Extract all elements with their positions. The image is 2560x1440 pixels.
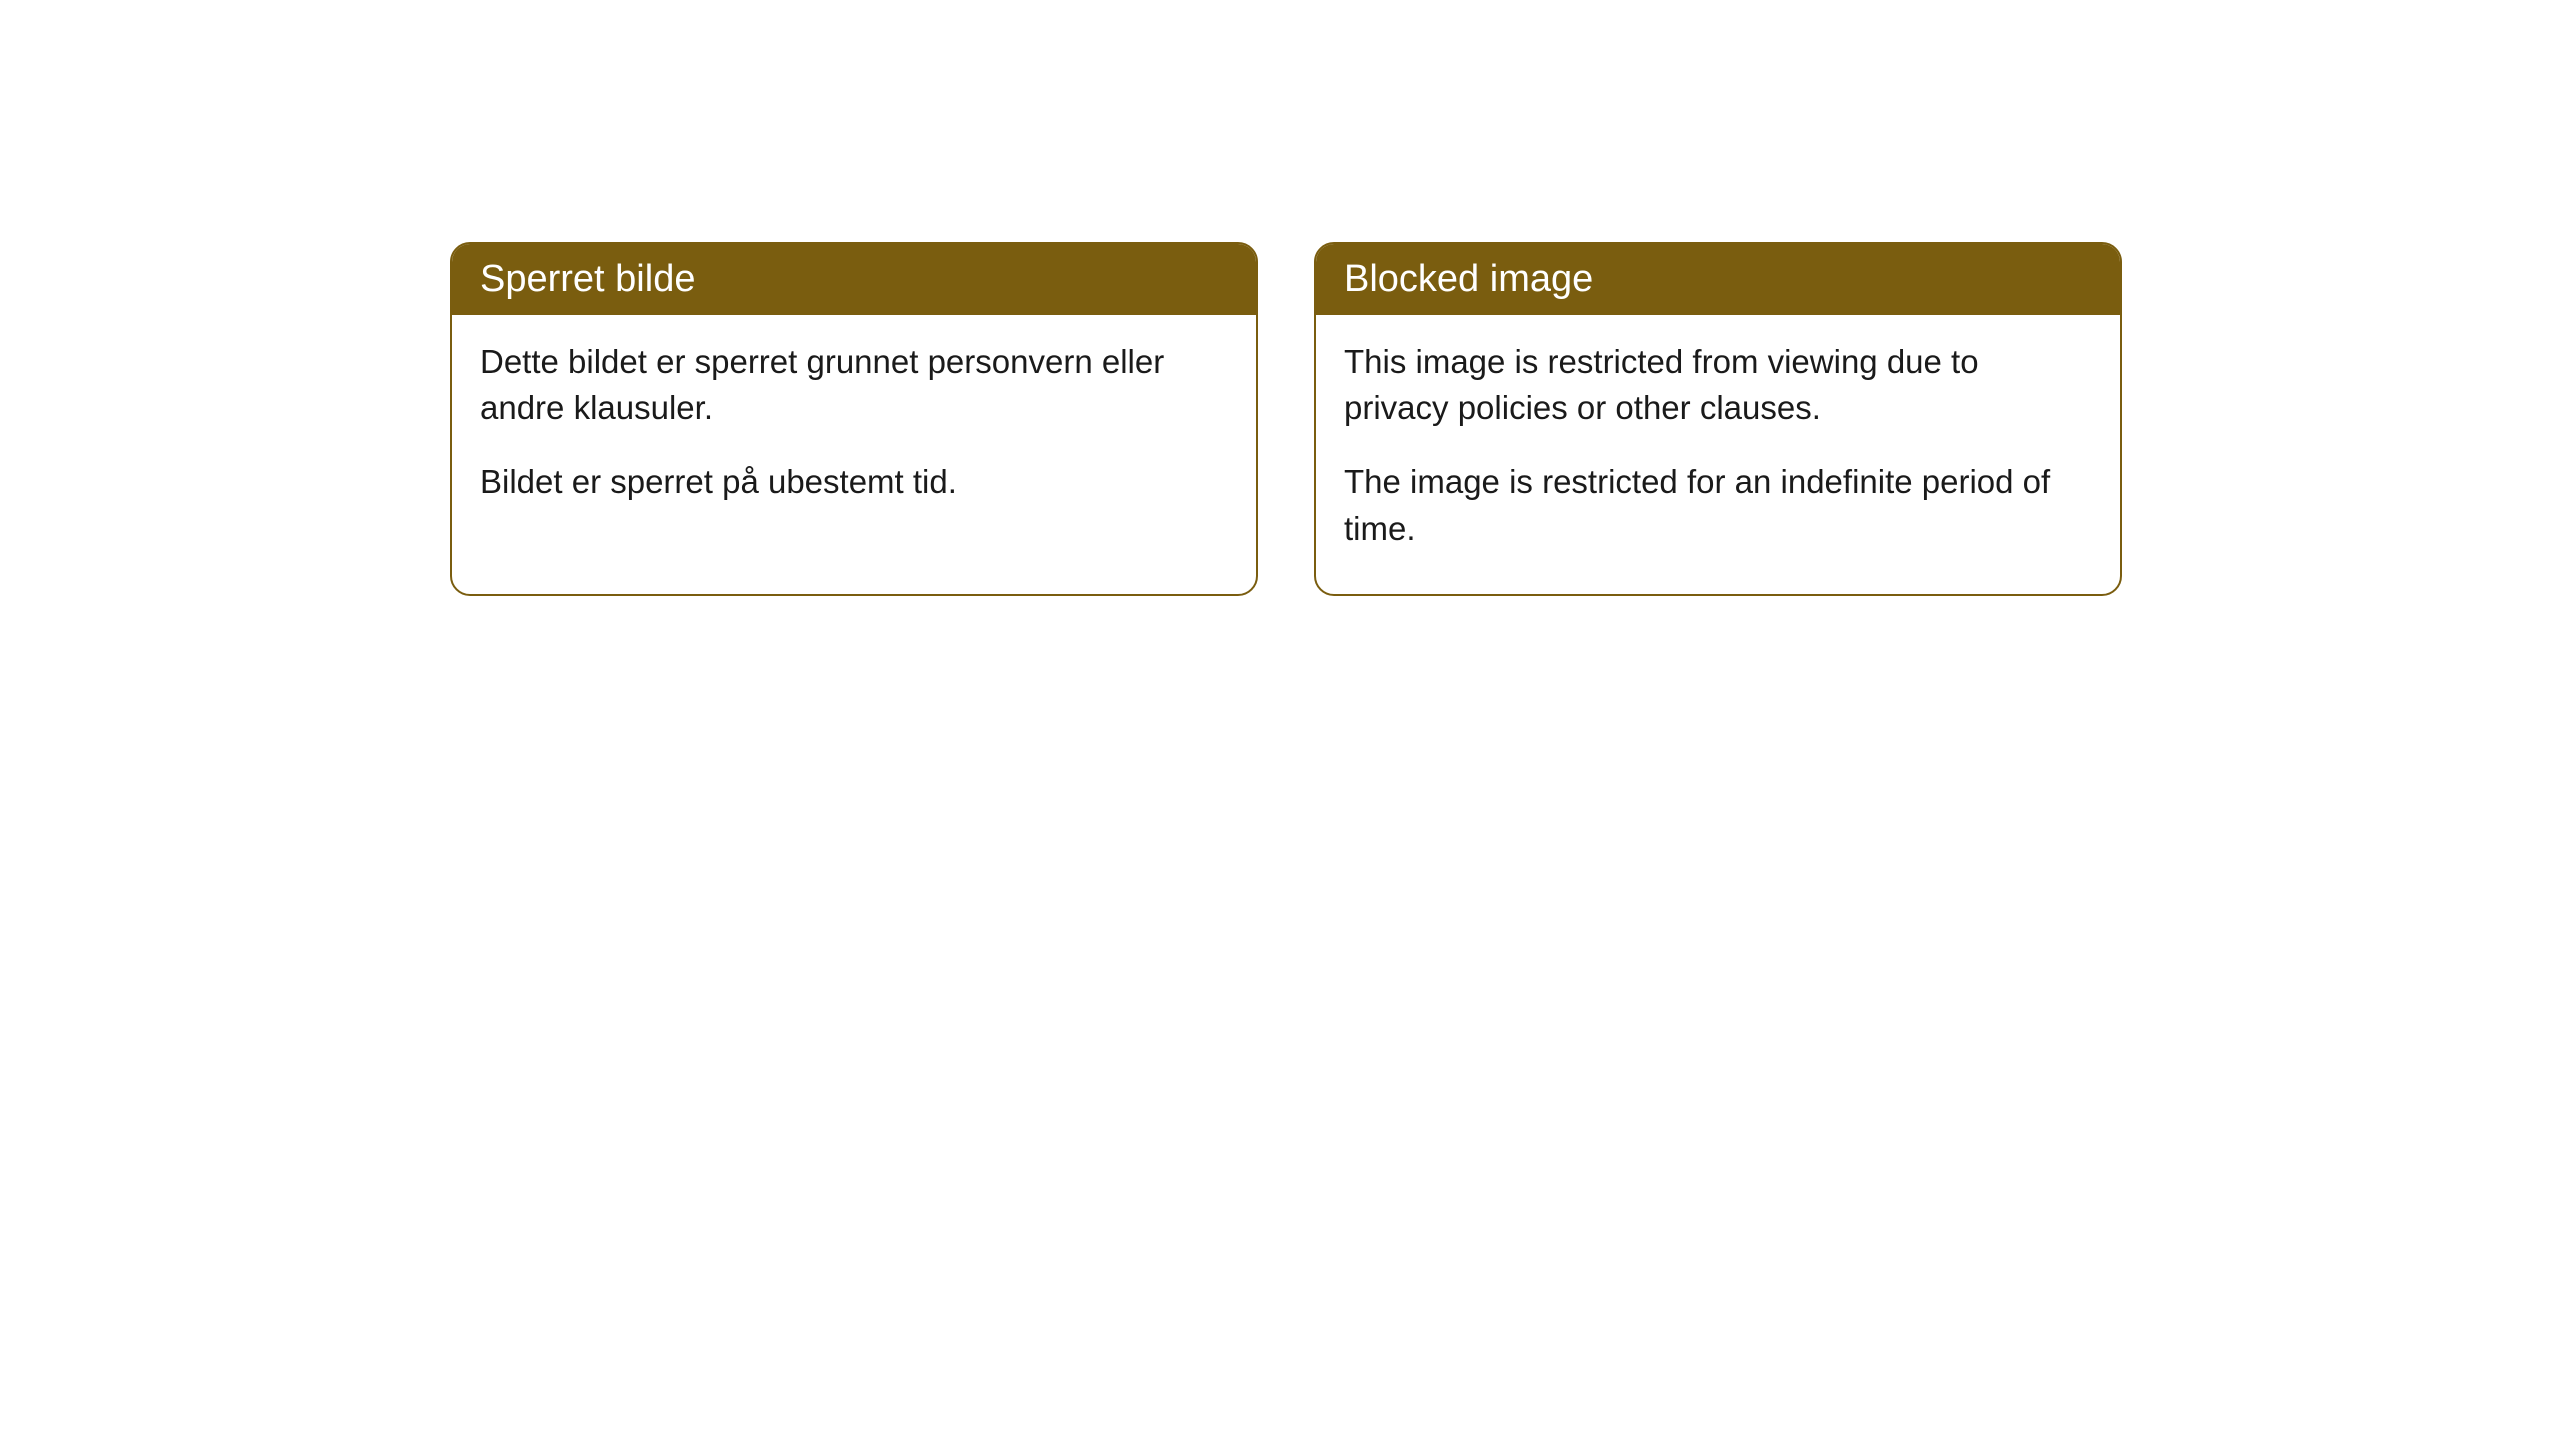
card-title: Blocked image <box>1344 258 1593 300</box>
card-paragraph: The image is restricted for an indefinit… <box>1344 459 2092 551</box>
card-paragraph: Dette bildet er sperret grunnet personve… <box>480 339 1228 431</box>
card-paragraph: Bildet er sperret på ubestemt tid. <box>480 459 1228 505</box>
card-header: Sperret bilde <box>452 244 1256 315</box>
card-paragraph: This image is restricted from viewing du… <box>1344 339 2092 431</box>
notice-card-english: Blocked image This image is restricted f… <box>1314 242 2122 596</box>
card-body: This image is restricted from viewing du… <box>1316 315 2120 594</box>
card-header: Blocked image <box>1316 244 2120 315</box>
card-title: Sperret bilde <box>480 258 695 300</box>
notice-card-norwegian: Sperret bilde Dette bildet er sperret gr… <box>450 242 1258 596</box>
card-body: Dette bildet er sperret grunnet personve… <box>452 315 1256 548</box>
notice-cards-container: Sperret bilde Dette bildet er sperret gr… <box>450 242 2122 596</box>
